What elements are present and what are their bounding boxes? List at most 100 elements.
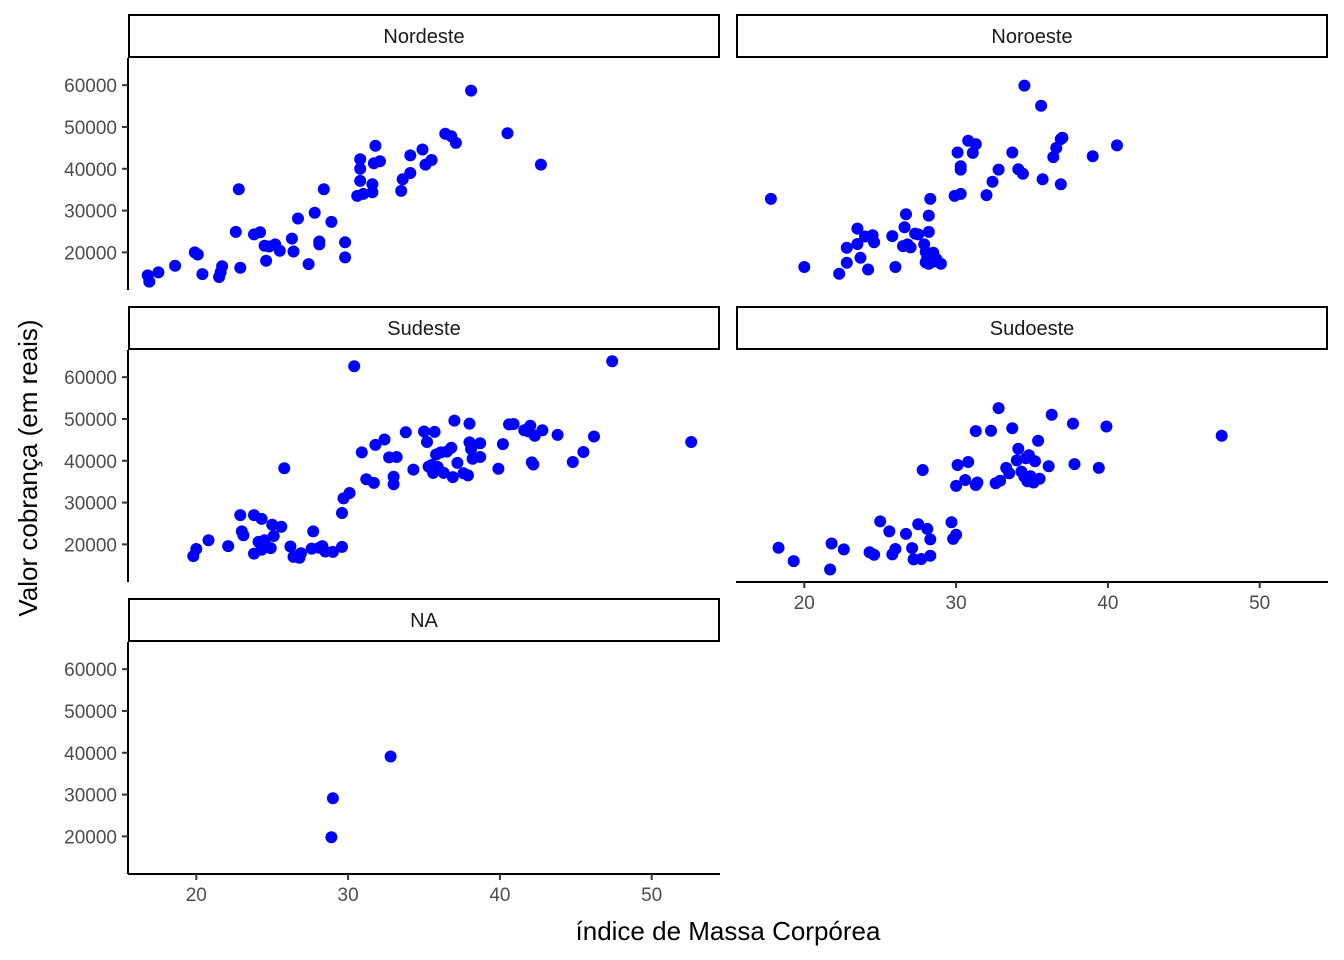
- data-point: [992, 402, 1005, 415]
- data-point: [292, 212, 304, 225]
- y-tick-label: 50000: [64, 702, 117, 723]
- data-point: [278, 462, 291, 475]
- data-point: [463, 417, 476, 430]
- data-point: [906, 542, 919, 555]
- data-point: [787, 555, 800, 568]
- y-axis-title: Valor cobrança (em reais): [13, 319, 43, 616]
- data-point: [898, 221, 911, 234]
- data-point: [764, 192, 777, 205]
- data-point: [354, 153, 367, 166]
- facet-strip-label: NA: [410, 610, 438, 632]
- data-point: [1010, 454, 1023, 467]
- data-point: [234, 261, 247, 274]
- data-point: [862, 263, 875, 276]
- data-point: [1215, 429, 1228, 442]
- data-point: [425, 154, 438, 166]
- y-tick-label: 20000: [64, 827, 117, 848]
- x-tick-label: 50: [1249, 593, 1270, 614]
- panels-layer: Nordeste 20000 30000 40000 50000 60000 Noroest…: [64, 14, 1328, 906]
- data-point: [313, 235, 326, 248]
- data-point: [924, 533, 937, 546]
- facet-strip: [736, 306, 1328, 350]
- panel-na: NA 20000 30000 40000 50000 60000 20 30 40 50: [64, 598, 720, 906]
- data-point: [395, 184, 408, 197]
- data-point: [369, 438, 382, 451]
- data-point: [1012, 442, 1025, 455]
- data-point: [143, 275, 156, 288]
- x-tick-label: 50: [641, 885, 662, 906]
- data-point: [950, 479, 963, 492]
- data-point: [254, 226, 267, 239]
- data-point: [954, 187, 967, 200]
- data-point: [874, 515, 887, 528]
- data-point: [527, 458, 540, 471]
- data-point: [492, 462, 505, 475]
- data-point: [446, 471, 459, 484]
- data-point: [284, 540, 297, 553]
- data-point: [399, 426, 412, 439]
- data-point: [437, 466, 450, 479]
- data-point: [404, 167, 417, 179]
- data-point: [915, 553, 928, 565]
- data-point: [407, 463, 420, 476]
- x-tick-label: 40: [1097, 593, 1118, 614]
- data-point: [986, 175, 999, 188]
- y-tick-label: 20000: [64, 535, 117, 556]
- data-point: [924, 192, 937, 205]
- data-point: [825, 537, 838, 550]
- data-point: [326, 792, 339, 805]
- data-point: [840, 256, 853, 269]
- data-point: [308, 206, 321, 219]
- facet-strip-label: Sudoeste: [990, 318, 1075, 340]
- data-point: [524, 419, 537, 432]
- data-point: [1067, 417, 1079, 430]
- data-point: [833, 267, 846, 280]
- data-point: [945, 516, 958, 529]
- data-point: [868, 548, 881, 561]
- data-point: [196, 268, 209, 281]
- data-point: [1056, 131, 1069, 144]
- data-point: [994, 474, 1007, 487]
- data-point: [922, 225, 935, 238]
- data-point: [854, 251, 867, 264]
- y-tick-label: 40000: [64, 452, 117, 473]
- data-point: [1018, 79, 1031, 92]
- data-point: [354, 174, 367, 187]
- data-point: [588, 430, 600, 443]
- data-point: [886, 230, 899, 243]
- data-point: [384, 750, 397, 763]
- data-point: [266, 518, 279, 531]
- data-point: [1086, 150, 1099, 163]
- data-point: [369, 139, 382, 152]
- data-point: [273, 244, 286, 257]
- data-point: [1006, 422, 1019, 435]
- data-point: [390, 451, 403, 463]
- data-point: [950, 528, 963, 541]
- data-point: [465, 84, 478, 97]
- data-point: [191, 248, 204, 261]
- data-point: [1036, 173, 1049, 186]
- data-point: [445, 441, 458, 454]
- data-point: [260, 254, 273, 267]
- data-point: [169, 259, 182, 272]
- data-point: [317, 183, 330, 196]
- data-point: [378, 433, 391, 446]
- data-point: [421, 436, 433, 448]
- data-point: [1016, 167, 1029, 180]
- data-point: [883, 525, 896, 538]
- data-point: [1092, 461, 1105, 474]
- data-point: [229, 225, 242, 238]
- data-point: [951, 146, 964, 159]
- data-point: [900, 527, 912, 540]
- data-point: [900, 208, 912, 221]
- data-point: [462, 469, 474, 482]
- y-tick-label: 60000: [64, 76, 117, 97]
- data-point: [357, 187, 370, 200]
- data-point: [307, 525, 320, 538]
- data-point: [474, 451, 487, 463]
- data-point: [404, 149, 417, 162]
- data-point: [934, 257, 947, 270]
- x-tick-label: 30: [946, 593, 967, 614]
- data-point: [451, 456, 464, 469]
- y-tick-label: 30000: [64, 786, 117, 807]
